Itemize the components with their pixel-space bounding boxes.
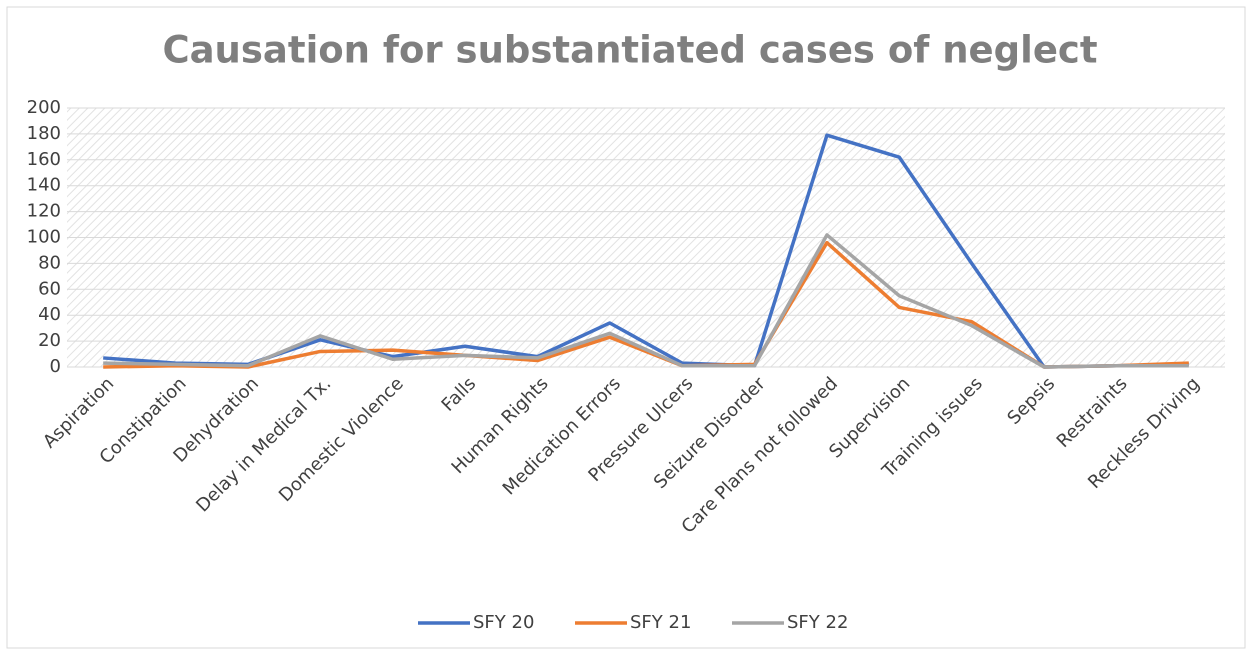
y-tick-label: 100 [27, 227, 61, 248]
y-tick-label: 40 [38, 304, 61, 325]
y-tick-label: 20 [38, 330, 61, 351]
legend-label: SFY 20 [473, 612, 534, 633]
y-tick-label: 0 [50, 356, 61, 377]
y-tick-label: 60 [38, 278, 61, 299]
y-tick-label: 140 [27, 175, 61, 196]
chart-title: Causation for substantiated cases of neg… [162, 29, 1097, 72]
series-line [103, 233, 1189, 369]
y-tick-label: 200 [27, 97, 61, 118]
legend-label: SFY 21 [630, 612, 691, 633]
y-tick-label: 120 [27, 201, 61, 222]
y-tick-label: 160 [27, 149, 61, 170]
y-tick-label: 180 [27, 123, 61, 144]
legend-label: SFY 22 [787, 612, 848, 633]
y-tick-label: 80 [38, 252, 61, 273]
